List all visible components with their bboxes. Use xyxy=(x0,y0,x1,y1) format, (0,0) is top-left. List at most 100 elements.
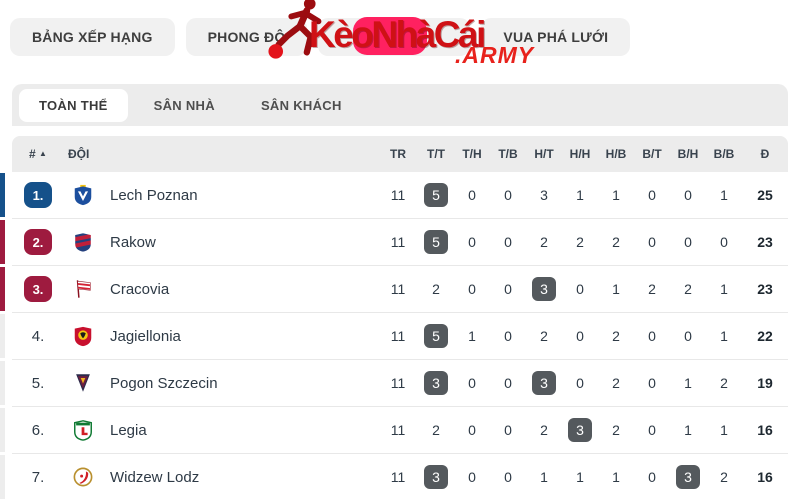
matches-played-cell: 11 xyxy=(390,375,406,391)
table-row[interactable]: 5. Pogon Szczecin 11 3 0 0 3 0 2 0 1 2 19 xyxy=(0,360,788,407)
stat-column-header[interactable]: B/T xyxy=(642,147,662,161)
result-cell: 0 xyxy=(468,422,476,438)
result-cell: 1 xyxy=(720,422,728,438)
result-cell: 2 xyxy=(576,234,584,250)
matches-played-cell: 11 xyxy=(390,469,406,485)
table-row[interactable]: 2. Rakow 11 5 0 0 2 2 2 0 0 0 23 xyxy=(0,219,788,266)
result-cell: 0 xyxy=(576,281,584,297)
standings-header: # ▲ ĐỘI TR T/T T/H T/B H/T H/H H/B B/T B/H B/B Đ xyxy=(12,136,788,172)
result-cell: 0 xyxy=(504,422,512,438)
stat-column-header[interactable]: Đ xyxy=(760,147,770,161)
points-cell: 23 xyxy=(757,281,773,297)
result-cell: 5 xyxy=(418,183,454,207)
team-name[interactable]: Pogon Szczecin xyxy=(110,374,218,392)
team-name[interactable]: Legia xyxy=(110,421,147,439)
streak-badge: 5 xyxy=(424,324,448,348)
result-cell: 1 xyxy=(612,281,620,297)
result-cell: 0 xyxy=(576,375,584,391)
streak-badge: 3 xyxy=(568,418,592,442)
result-cell: 0 xyxy=(648,328,656,344)
matches-played-cell: 11 xyxy=(390,281,406,297)
result-cell: 2 xyxy=(612,328,620,344)
rank-column-header[interactable]: # ▲ xyxy=(29,147,47,161)
points-cell: 16 xyxy=(757,469,773,485)
result-cell: 3 xyxy=(540,187,548,203)
result-cell: 0 xyxy=(504,281,512,297)
matches-played-cell: 11 xyxy=(390,328,406,344)
result-cell: 0 xyxy=(504,469,512,485)
nav-button-form[interactable]: PHONG ĐỘ xyxy=(185,18,308,56)
nav-button-over-under[interactable]: TÀI/XỈU xyxy=(318,18,471,56)
stat-column-header[interactable]: TR xyxy=(390,147,406,161)
stat-column-header[interactable]: B/B xyxy=(713,147,735,161)
team-name[interactable]: Lech Poznan xyxy=(110,186,198,204)
result-cell: 1 xyxy=(468,328,476,344)
result-cell: 0 xyxy=(576,328,584,344)
result-cell: 1 xyxy=(720,187,728,203)
result-cell: 0 xyxy=(648,469,656,485)
rank-number: 6. xyxy=(31,421,45,439)
result-cell: 2 xyxy=(612,234,620,250)
rank-number: 5. xyxy=(31,374,45,392)
stat-column-header[interactable]: H/B xyxy=(605,147,627,161)
nav-button-standings[interactable]: BẢNG XẾP HẠNG xyxy=(10,18,175,56)
tab-overall[interactable]: TOÀN THỂ xyxy=(19,88,128,122)
result-cell: 0 xyxy=(468,469,476,485)
rank-color-strip xyxy=(0,361,5,405)
stat-column-header[interactable]: B/H xyxy=(677,147,699,161)
result-cell: 0 xyxy=(648,187,656,203)
tab-away[interactable]: SÂN KHÁCH xyxy=(241,89,362,122)
cracovia-crest-icon xyxy=(64,278,102,300)
nav-button-top-scorers[interactable]: VUA PHÁ LƯỚI xyxy=(481,18,631,56)
standings-table: 1. Lech Poznan 11 5 0 0 3 1 1 0 0 1 25 2. Rakow 11 5 0 0 2 2… xyxy=(0,172,788,500)
result-cell: 1 xyxy=(612,187,620,203)
result-cell: 0 xyxy=(648,234,656,250)
stat-column-header[interactable]: T/T xyxy=(427,147,445,161)
rakow-crest-icon xyxy=(64,231,102,253)
table-row[interactable]: 4. Jagiellonia 11 5 1 0 2 0 2 0 0 1 22 xyxy=(0,313,788,360)
team-name[interactable]: Cracovia xyxy=(110,280,170,298)
table-row[interactable]: 7. Widzew Lodz 11 3 0 0 1 1 1 0 3 2 16 xyxy=(0,454,788,500)
result-cell: 2 xyxy=(612,375,620,391)
table-row[interactable]: 3. Cracovia 11 2 0 0 3 0 1 2 2 1 23 xyxy=(0,266,788,313)
result-cell: 2 xyxy=(684,281,692,297)
stat-column-header[interactable]: H/H xyxy=(569,147,591,161)
result-cell: 2 xyxy=(720,375,728,391)
result-cell: 0 xyxy=(504,375,512,391)
result-cell: 2 xyxy=(432,281,440,297)
table-row[interactable]: 6. Legia 11 2 0 0 2 3 2 0 1 1 16 xyxy=(0,407,788,454)
legia-crest-icon xyxy=(64,419,102,441)
result-cell: 0 xyxy=(684,328,692,344)
points-cell: 25 xyxy=(757,187,773,203)
streak-badge: 5 xyxy=(424,183,448,207)
result-cell: 5 xyxy=(418,230,454,254)
rank-color-strip xyxy=(0,173,5,217)
team-column-header[interactable]: ĐỘI xyxy=(68,147,90,161)
stat-column-header[interactable]: T/H xyxy=(462,147,482,161)
stat-column-header[interactable]: H/T xyxy=(534,147,554,161)
result-cell: 0 xyxy=(648,375,656,391)
streak-badge: 3 xyxy=(532,371,556,395)
team-name[interactable]: Jagiellonia xyxy=(110,327,181,345)
result-cell: 1 xyxy=(720,328,728,344)
result-cell: 3 xyxy=(670,465,706,489)
rank-color-strip xyxy=(0,455,5,499)
team-name[interactable]: Rakow xyxy=(110,233,156,251)
table-row[interactable]: 1. Lech Poznan 11 5 0 0 3 1 1 0 0 1 25 xyxy=(0,172,788,219)
result-cell: 3 xyxy=(526,371,562,395)
streak-badge: 5 xyxy=(424,230,448,254)
matches-played-cell: 11 xyxy=(390,187,406,203)
result-cell: 2 xyxy=(612,422,620,438)
result-cell: 0 xyxy=(468,281,476,297)
rank-color-strip xyxy=(0,220,5,264)
matches-played-cell: 11 xyxy=(390,234,406,250)
stat-column-header[interactable]: T/B xyxy=(498,147,518,161)
result-cell: 3 xyxy=(562,418,598,442)
result-cell: 3 xyxy=(418,465,454,489)
result-cell: 1 xyxy=(612,469,620,485)
result-cell: 2 xyxy=(540,422,548,438)
tab-home[interactable]: SÂN NHÀ xyxy=(134,89,235,122)
streak-badge: 3 xyxy=(424,465,448,489)
team-name[interactable]: Widzew Lodz xyxy=(110,468,200,486)
streak-badge: 3 xyxy=(424,371,448,395)
